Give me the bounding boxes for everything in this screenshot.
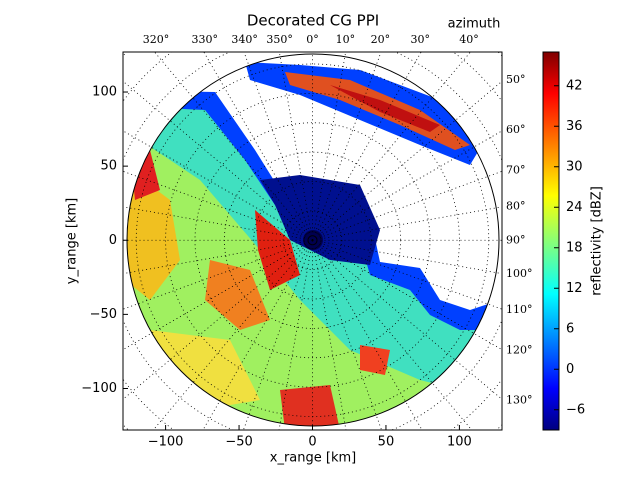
azimuth-line bbox=[312, 239, 502, 400]
colorbar-tick-label: 24 bbox=[566, 200, 583, 215]
azimuth-label: 80° bbox=[506, 200, 526, 213]
azimuth-line bbox=[312, 52, 422, 241]
colorbar-tick-label: 0 bbox=[566, 362, 574, 377]
azimuth-line bbox=[123, 239, 313, 400]
azimuth-line bbox=[202, 240, 313, 430]
azimuth-label: 110° bbox=[506, 303, 533, 316]
azimuth-line bbox=[123, 130, 313, 241]
azimuth-line bbox=[312, 240, 423, 430]
range-ring bbox=[165, 92, 460, 388]
azimuth-line bbox=[243, 240, 313, 430]
azimuth-label: 120° bbox=[506, 344, 533, 357]
azimuth-label: 70° bbox=[506, 164, 526, 177]
azimuth-label: 340° bbox=[231, 33, 258, 46]
azimuth-line bbox=[203, 52, 313, 241]
azimuth-line bbox=[312, 170, 502, 241]
y-axis-label: y_range [km] bbox=[65, 198, 80, 284]
colorbar-tick-label: 18 bbox=[566, 240, 583, 255]
azimuth-line bbox=[123, 239, 313, 351]
azimuth-line bbox=[123, 239, 313, 310]
chart-title: Decorated CG PPI bbox=[247, 12, 379, 30]
azimuth-line bbox=[312, 240, 473, 430]
azimuth-label: 0° bbox=[306, 33, 319, 46]
azimuth-line bbox=[312, 130, 502, 241]
x-tick-label: 50 bbox=[378, 435, 395, 450]
azimuth-title: azimuth bbox=[448, 17, 501, 32]
x-tick-label: 0 bbox=[308, 435, 316, 450]
azimuth-label: 320° bbox=[143, 33, 170, 46]
azimuth-label: 50° bbox=[506, 73, 526, 86]
x-tick-label: −50 bbox=[225, 435, 252, 450]
y-tick-label: −50 bbox=[90, 307, 117, 322]
range-ring bbox=[194, 122, 431, 359]
colorbar-tick-label: 42 bbox=[566, 78, 583, 93]
azimuth-line bbox=[152, 240, 313, 430]
colorbar-tick-label: 12 bbox=[566, 281, 583, 296]
x-tick-label: 100 bbox=[447, 435, 472, 450]
azimuth-line bbox=[312, 239, 502, 310]
azimuth-label: 30° bbox=[410, 33, 430, 46]
azimuth-label: 40° bbox=[459, 33, 479, 46]
azimuth-label: 130° bbox=[506, 394, 533, 407]
y-tick-label: −100 bbox=[81, 381, 117, 396]
azimuth-label: 10° bbox=[336, 33, 356, 46]
x-tick-label: −100 bbox=[148, 435, 184, 450]
y-tick-label: 0 bbox=[109, 233, 117, 248]
azimuth-label: 350° bbox=[266, 33, 293, 46]
x-axis-label: x_range [km] bbox=[270, 451, 356, 466]
colorbar-label: reflectivity [dBZ] bbox=[590, 186, 605, 296]
azimuth-line bbox=[312, 239, 502, 351]
colorbar-tick-label: 36 bbox=[566, 119, 583, 134]
azimuth-label: 20° bbox=[371, 33, 391, 46]
azimuth-label: 60° bbox=[506, 123, 526, 136]
colorbar bbox=[542, 51, 560, 431]
azimuth-label: 330° bbox=[192, 33, 219, 46]
range-ring bbox=[282, 210, 343, 271]
colorbar-tick-label: −6 bbox=[566, 402, 585, 417]
colorbar-tick-label: 30 bbox=[566, 159, 583, 174]
azimuth-label: 90° bbox=[506, 233, 526, 246]
y-tick-label: 50 bbox=[100, 159, 117, 174]
colorbar-tick-label: 6 bbox=[566, 321, 574, 336]
range-ring bbox=[253, 181, 372, 300]
y-tick-label: 100 bbox=[92, 85, 117, 100]
azimuth-label: 100° bbox=[506, 267, 533, 280]
